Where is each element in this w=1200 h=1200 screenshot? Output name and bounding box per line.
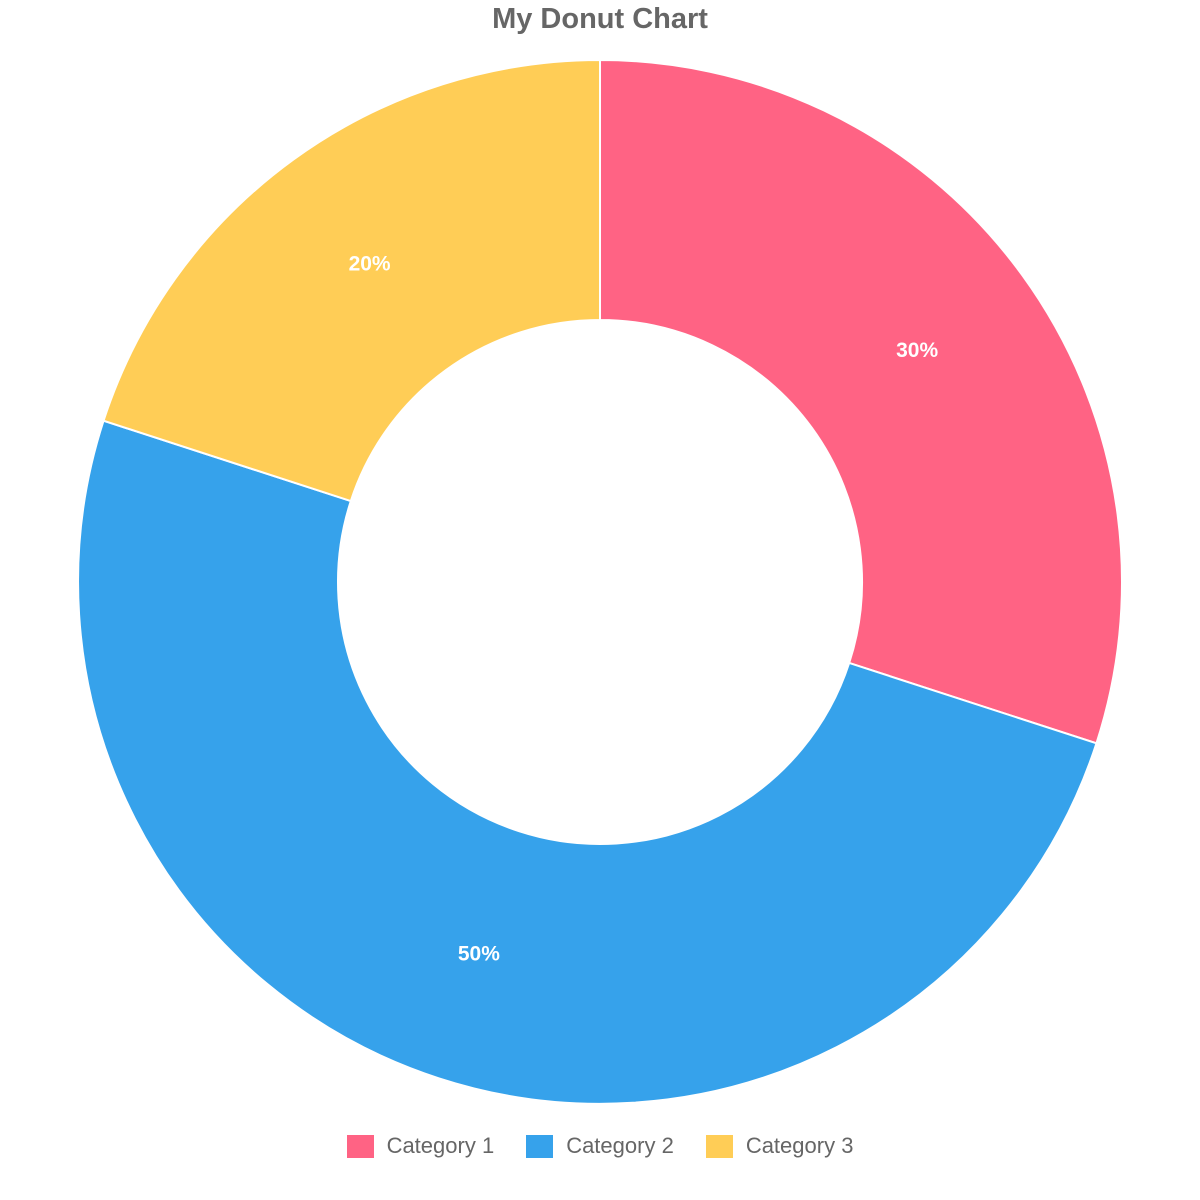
legend-label-2: Category 2 (566, 1133, 674, 1158)
slices-layer (77, 58, 1123, 1105)
slice-data-label-1: 30% (896, 339, 938, 362)
legend-item-1[interactable]: Category 1 (346, 1132, 495, 1160)
legend-swatch-2 (526, 1134, 554, 1158)
labels-layer: 30% 50% 20% (349, 252, 939, 965)
legend-label-3: Category 3 (745, 1133, 854, 1158)
legend: Category 1 Category 2 Category 3 (0, 1132, 1200, 1160)
legend-item-3[interactable]: Category 3 (705, 1132, 854, 1160)
legend-swatch-3 (705, 1134, 733, 1158)
slice-data-label-3: 20% (349, 252, 391, 275)
chart-title: My Donut Chart (492, 3, 708, 35)
donut-slice-2[interactable] (77, 419, 1098, 1105)
slice-data-label-2: 50% (458, 942, 500, 965)
legend-label-1: Category 1 (386, 1133, 495, 1158)
legend-item-2[interactable]: Category 2 (526, 1132, 674, 1160)
donut-slice-1[interactable] (599, 58, 1123, 745)
donut-slice-3[interactable] (102, 58, 601, 503)
legend-swatch-1 (346, 1134, 374, 1158)
